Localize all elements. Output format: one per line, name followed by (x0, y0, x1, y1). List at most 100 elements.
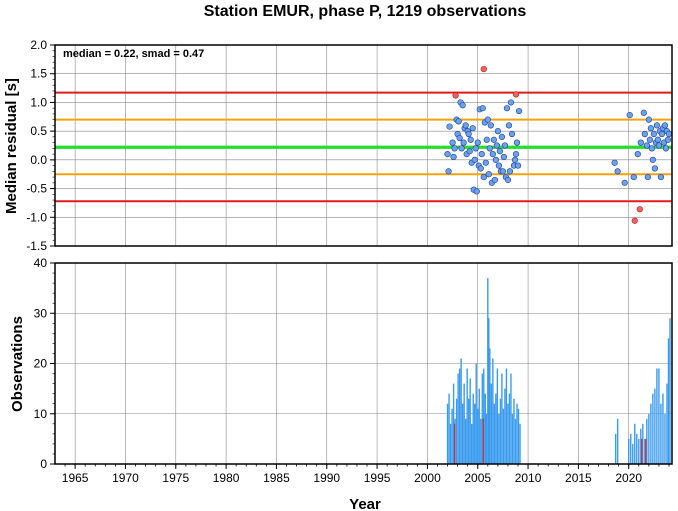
observation-bar (487, 278, 489, 464)
outlier-point (480, 66, 487, 73)
residual-point (458, 145, 465, 152)
observation-bar (493, 403, 496, 464)
residual-point (662, 145, 670, 152)
residual-point (657, 173, 665, 181)
residual-point (661, 122, 669, 129)
x-tick-label: 1980 (213, 471, 240, 485)
residual-threshold-lines (55, 91, 672, 203)
observation-bar (652, 393, 654, 464)
observation-bar (455, 398, 458, 464)
observations-y-label: Observations (9, 316, 26, 412)
residual-point (486, 145, 493, 152)
residual-y-label: Median residual [s] (3, 78, 20, 214)
observation-bar (650, 403, 652, 464)
residual-point (648, 145, 655, 152)
residual-point (512, 151, 520, 158)
observation-bar (642, 423, 644, 464)
observation-bar (630, 433, 632, 464)
residual-point (456, 134, 463, 142)
observation-bar (517, 408, 520, 464)
observation-bar (460, 358, 462, 464)
residual-point (444, 151, 451, 158)
residual-point (513, 139, 521, 146)
residual-point (498, 133, 505, 140)
observation-bar (481, 373, 483, 464)
x-tick-label: 1985 (263, 471, 290, 485)
outlier-point (636, 206, 643, 213)
observations-y-tick-label: 20 (34, 357, 48, 371)
outlier-bar (482, 418, 484, 464)
observation-bar (467, 398, 470, 464)
observation-bar (654, 388, 656, 464)
residual-point (514, 162, 522, 169)
observation-bar (507, 403, 509, 464)
observation-bar (514, 418, 517, 464)
outlier-point (452, 92, 459, 99)
residual-point (466, 148, 473, 155)
observation-bar (501, 373, 503, 464)
observation-bar (477, 408, 479, 464)
x-tick-label: 1970 (112, 471, 139, 485)
residual-plot-area (55, 45, 672, 246)
outlier-point (631, 217, 638, 224)
residual-point (504, 176, 512, 184)
residual-point (484, 116, 491, 123)
residual-point (658, 130, 666, 138)
x-tick-label: 2000 (414, 471, 441, 485)
observation-bar (640, 428, 642, 464)
observation-bar (508, 393, 511, 464)
residual-y-tick-label: 2.0 (30, 38, 47, 52)
observation-bar (472, 393, 474, 464)
x-tick-label: 2005 (464, 471, 491, 485)
observation-bar (449, 423, 452, 464)
residual-point (501, 142, 509, 149)
observation-bar (463, 383, 465, 464)
residual-y-tick-label: 0.0 (30, 153, 47, 167)
observation-bar (446, 403, 449, 464)
residual-y-tick-label: -0.5 (26, 182, 47, 196)
residual-point (647, 125, 654, 132)
residual-point (654, 136, 662, 143)
residual-point (489, 151, 496, 158)
observation-bar (478, 388, 480, 464)
residual-y-ticks: 2.0 1.5 1.0 0.5 0.0 -0.5 -1.0 -1.5 (26, 38, 55, 253)
observation-bar (448, 393, 450, 464)
residual-point (511, 156, 519, 163)
residual-point (479, 105, 486, 112)
observations-y-tick-label: 10 (34, 407, 48, 421)
residual-point (492, 156, 499, 163)
residual-point (472, 145, 479, 152)
observation-bar (516, 403, 518, 464)
residual-point (614, 168, 621, 175)
observation-bar (499, 398, 502, 464)
x-tick-label: 2010 (515, 471, 542, 485)
observation-bar (474, 403, 476, 464)
residual-y-tick-label: 0.5 (30, 124, 47, 138)
observation-bar (614, 433, 617, 464)
residual-point (653, 122, 661, 129)
residual-point (482, 159, 489, 166)
observation-bar (498, 413, 500, 464)
observation-bar (492, 358, 494, 464)
residual-point (483, 136, 490, 143)
observation-bar (616, 418, 619, 464)
x-tick-label: 1975 (162, 471, 189, 485)
residual-point (503, 105, 511, 112)
residual-point (499, 168, 507, 175)
observation-bar (510, 373, 512, 464)
residual-point (449, 139, 456, 146)
residual-point (446, 123, 453, 130)
observation-bar (660, 403, 662, 464)
residual-point (459, 102, 466, 109)
x-tick-label: 2020 (615, 471, 642, 485)
residual-y-tick-label: -1.0 (26, 210, 47, 224)
observation-bar (451, 408, 453, 464)
residual-point (494, 128, 501, 135)
residual-point (655, 142, 663, 149)
residual-point (471, 156, 478, 163)
residual-point (650, 130, 657, 138)
observation-bar (496, 368, 499, 464)
residual-point (478, 151, 485, 158)
observation-bar (504, 388, 506, 464)
residual-panel: 2.0 1.5 1.0 0.5 0.0 -0.5 -1.0 -1.5 median = 0.2… (3, 38, 673, 253)
